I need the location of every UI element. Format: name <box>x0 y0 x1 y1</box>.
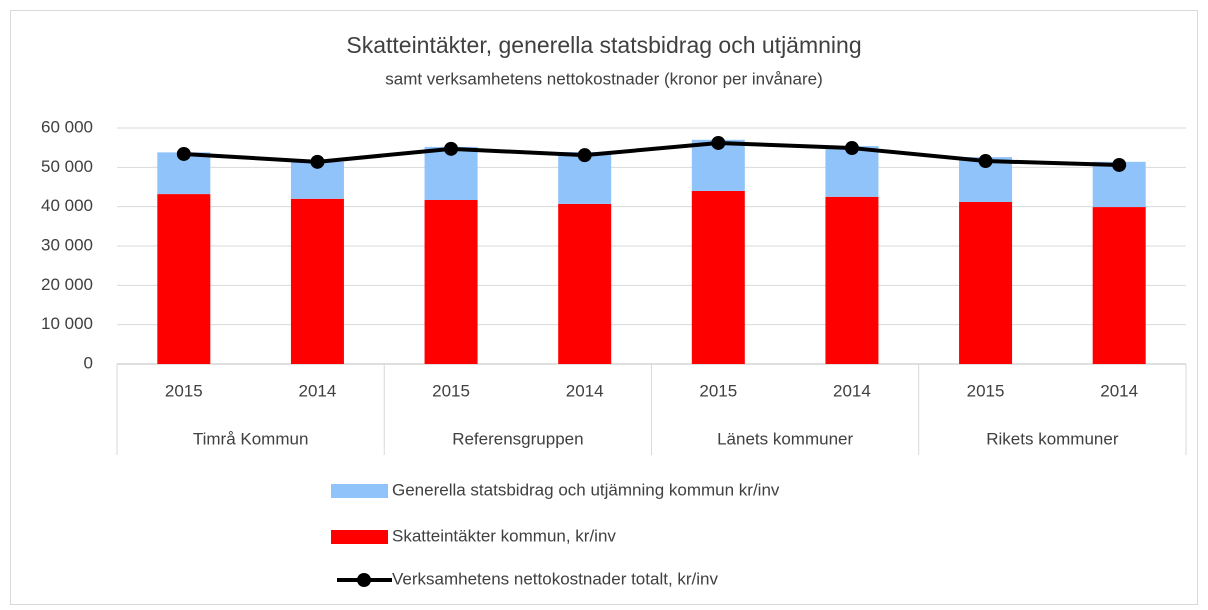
y-tick-label: 60 000 <box>41 117 93 136</box>
x-group-label: Rikets kommuner <box>986 429 1119 448</box>
bar <box>558 203 612 364</box>
line-series <box>183 140 1120 167</box>
x-group-label: Referensgruppen <box>452 429 583 448</box>
legend-swatch <box>331 530 388 544</box>
x-tick-label: 2015 <box>165 381 203 400</box>
x-tick-label: 2014 <box>299 381 337 400</box>
legend-label: Verksamhetens nettokostnader totalt, kr/… <box>392 569 719 588</box>
x-group-label: Länets kommuner <box>717 429 853 448</box>
line-marker <box>711 135 726 150</box>
bar <box>959 201 1013 364</box>
chart-subtitle: samt verksamhetens nettokostnader (krono… <box>385 69 822 88</box>
y-tick-label: 20 000 <box>41 275 93 294</box>
legend-marker <box>357 573 371 587</box>
x-tick-label: 2014 <box>566 381 604 400</box>
legend-swatch <box>331 484 388 498</box>
line-marker <box>1112 157 1127 172</box>
line-marker <box>844 141 859 156</box>
y-tick-label: 10 000 <box>41 314 93 333</box>
bar <box>157 194 211 364</box>
bar <box>825 196 879 364</box>
y-tick-label: 40 000 <box>41 196 93 215</box>
bar <box>424 199 478 364</box>
y-tick-label: 50 000 <box>41 157 93 176</box>
y-tick-label: 0 <box>84 353 93 372</box>
legend-label: Generella statsbidrag och utjämning komm… <box>392 480 780 499</box>
line-marker <box>577 148 592 163</box>
line-marker <box>978 154 993 169</box>
bar <box>691 190 745 364</box>
x-group-label: Timrå Kommun <box>193 429 309 448</box>
x-tick-label: 2015 <box>699 381 737 400</box>
y-tick-label: 30 000 <box>41 235 93 254</box>
x-tick-label: 2014 <box>833 381 871 400</box>
line-marker <box>310 154 325 169</box>
bar <box>290 198 344 364</box>
x-tick-label: 2015 <box>432 381 470 400</box>
x-tick-label: 2014 <box>1100 381 1138 400</box>
line-marker <box>176 146 191 161</box>
line-marker <box>444 141 459 156</box>
x-tick-label: 2015 <box>967 381 1005 400</box>
chart-title: Skatteintäkter, generella statsbidrag oc… <box>346 32 861 58</box>
legend-label: Skatteintäkter kommun, kr/inv <box>392 526 616 545</box>
bar <box>1092 207 1146 364</box>
